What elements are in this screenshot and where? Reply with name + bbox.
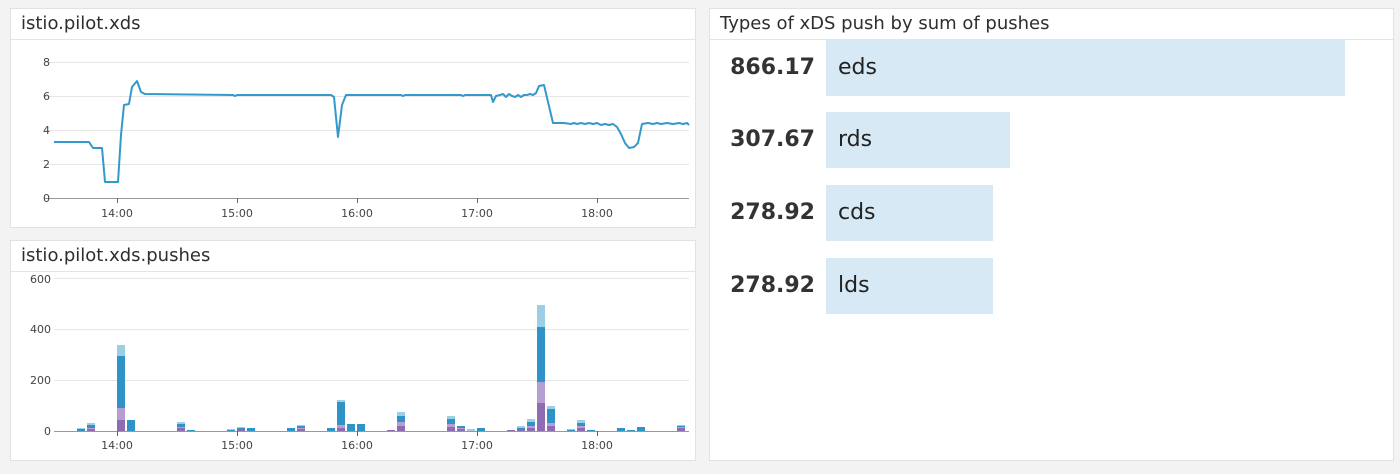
svg-text:4: 4 (43, 124, 50, 137)
toplist-label: cds (838, 200, 876, 225)
toplist-label: eds (838, 55, 877, 80)
bar-chart[interactable]: 600 400 200 0 (11, 272, 697, 462)
gridlines (44, 62, 689, 165)
svg-text:14:00: 14:00 (101, 439, 133, 452)
panel-title[interactable]: Types of xDS push by sum of pushes (710, 9, 1393, 40)
svg-text:8: 8 (43, 56, 50, 69)
panel-title[interactable]: istio.pilot.xds.pushes (11, 241, 695, 272)
toplist-value: 278.92 (730, 273, 815, 298)
svg-text:14:00: 14:00 (101, 207, 133, 220)
toplist-bar (826, 112, 1010, 168)
x-axis-labels: 14:00 15:00 16:00 17:00 18:00 (101, 207, 613, 220)
svg-text:18:00: 18:00 (581, 207, 613, 220)
y-axis-labels: 8 6 4 2 0 (43, 56, 50, 205)
svg-text:16:00: 16:00 (341, 439, 373, 452)
svg-text:400: 400 (30, 323, 51, 336)
svg-text:200: 200 (30, 374, 51, 387)
toplist-bar (826, 185, 993, 241)
svg-text:600: 600 (30, 273, 51, 286)
x-axis-labels: 14:00 15:00 16:00 17:00 18:00 (101, 439, 613, 452)
toplist-value: 307.67 (730, 127, 815, 152)
svg-text:17:00: 17:00 (461, 207, 493, 220)
svg-text:0: 0 (43, 192, 50, 205)
toplist-bar (826, 40, 1345, 96)
x-axis-ticks (117, 198, 598, 203)
series-line[interactable] (54, 80, 690, 183)
svg-text:0: 0 (44, 425, 51, 438)
svg-text:6: 6 (43, 90, 50, 103)
svg-text:18:00: 18:00 (581, 439, 613, 452)
gridlines (54, 278, 689, 381)
toplist-label: lds (838, 273, 870, 298)
y-axis-labels: 600 400 200 0 (30, 273, 51, 438)
toplist-label: rds (838, 127, 873, 152)
panel-title[interactable]: istio.pilot.xds (11, 9, 695, 40)
svg-text:15:00: 15:00 (221, 439, 253, 452)
svg-text:16:00: 16:00 (341, 207, 373, 220)
svg-text:17:00: 17:00 (461, 439, 493, 452)
svg-text:15:00: 15:00 (221, 207, 253, 220)
svg-text:2: 2 (43, 158, 50, 171)
x-axis-ticks (117, 431, 598, 436)
panel-istio-pilot-xds-pushes: istio.pilot.xds.pushes 600 400 200 0 (10, 240, 696, 461)
toplist-value: 278.92 (730, 200, 815, 225)
line-chart[interactable]: 8 6 4 2 0 14:00 15:00 16:00 17:00 18:00 (11, 40, 697, 228)
toplist-value: 866.17 (730, 55, 815, 80)
panel-istio-pilot-xds: istio.pilot.xds 8 6 4 2 0 (10, 8, 696, 228)
bars[interactable] (77, 305, 685, 431)
toplist-bar (826, 258, 993, 314)
panel-xds-push-types: Types of xDS push by sum of pushes 866.1… (709, 8, 1394, 461)
